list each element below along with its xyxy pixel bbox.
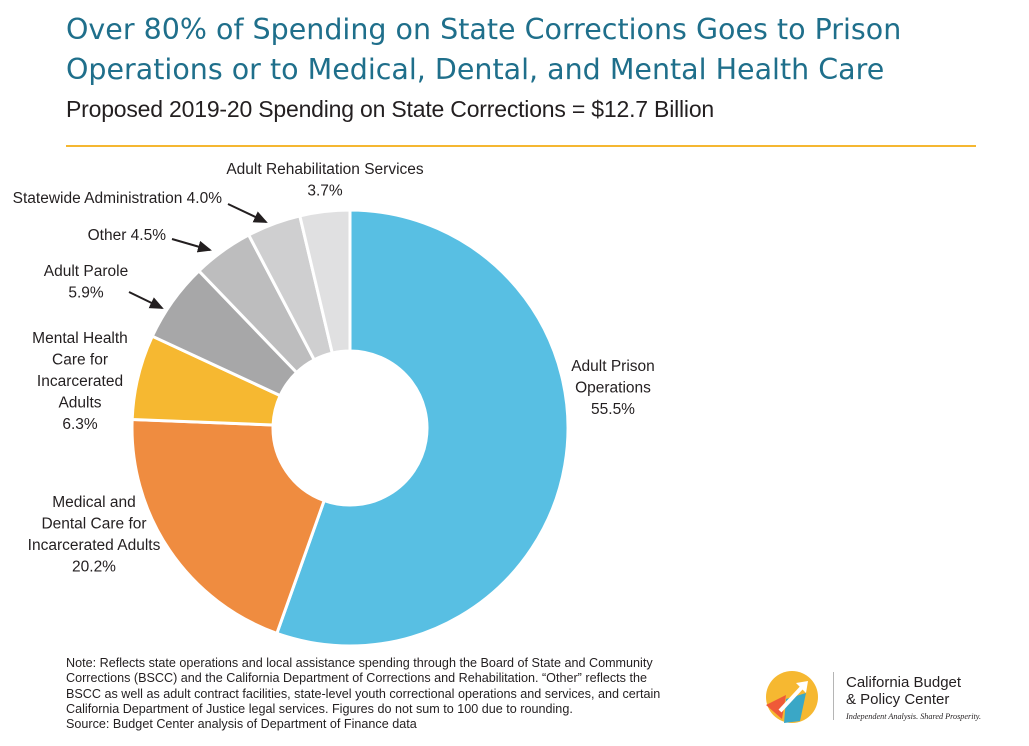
slice-label: 5.9% [68,285,104,302]
chart-title: Over 80% of Spending on State Correction… [66,13,902,86]
footnote-line: Note: Reflects state operations and loca… [66,656,653,670]
callout-arrow [227,203,268,223]
footnote: Note: Reflects state operations and loca… [66,656,766,732]
slice-label: Other 4.5% [88,227,167,244]
logo-name-line: & Policy Center [846,691,950,708]
donut-chart: Adult Prison Operations 55.5% Medical and De… [13,161,655,648]
callout-arrow [171,238,212,253]
donut-slice [298,208,352,355]
slice-label: Adults [58,395,101,412]
title-divider [66,145,976,147]
cbpc-logo-icon [766,671,818,723]
slice-label: Statewide Administration 4.0% [13,190,223,207]
slice-label: Adult Parole [44,263,128,280]
slice-label: Dental Care for [41,516,146,533]
footnote-line: Corrections (BSCC) and the California De… [66,671,647,686]
source-line: Source: Budget Center analysis of Depart… [66,717,417,732]
callout-arrow [128,291,164,309]
chart-subtitle: Proposed 2019-20 Spending on State Corre… [66,96,715,122]
logo-divider [833,672,834,720]
slice-label: Care for [52,352,108,369]
slice-label: Incarcerated [37,373,123,390]
footnote-line: BSCC as well as adult contract facilitie… [66,686,661,701]
logo-name: California Budget & Policy Center [846,674,1026,708]
slice-label: 3.7% [307,183,343,200]
slice-label: Incarcerated Adults [28,537,161,554]
logo-name-line: California Budget [846,674,962,691]
slice-label: Adult Rehabilitation Services [226,161,424,178]
donut-slice [130,417,327,636]
donut-slice [274,208,570,648]
slice-label: Medical and [52,494,136,511]
slice-label: 20.2% [72,559,116,576]
slice-label: Operations [575,380,651,397]
slice-label: Mental Health [32,330,128,347]
slice-label: 55.5% [591,401,635,418]
footnote-line: California Department of Justice legal s… [66,701,573,716]
slice-label: Adult Prison [571,358,655,375]
logo-tagline: Independent Analysis. Shared Prosperity. [846,712,981,721]
slice-label: 6.3% [62,416,98,433]
